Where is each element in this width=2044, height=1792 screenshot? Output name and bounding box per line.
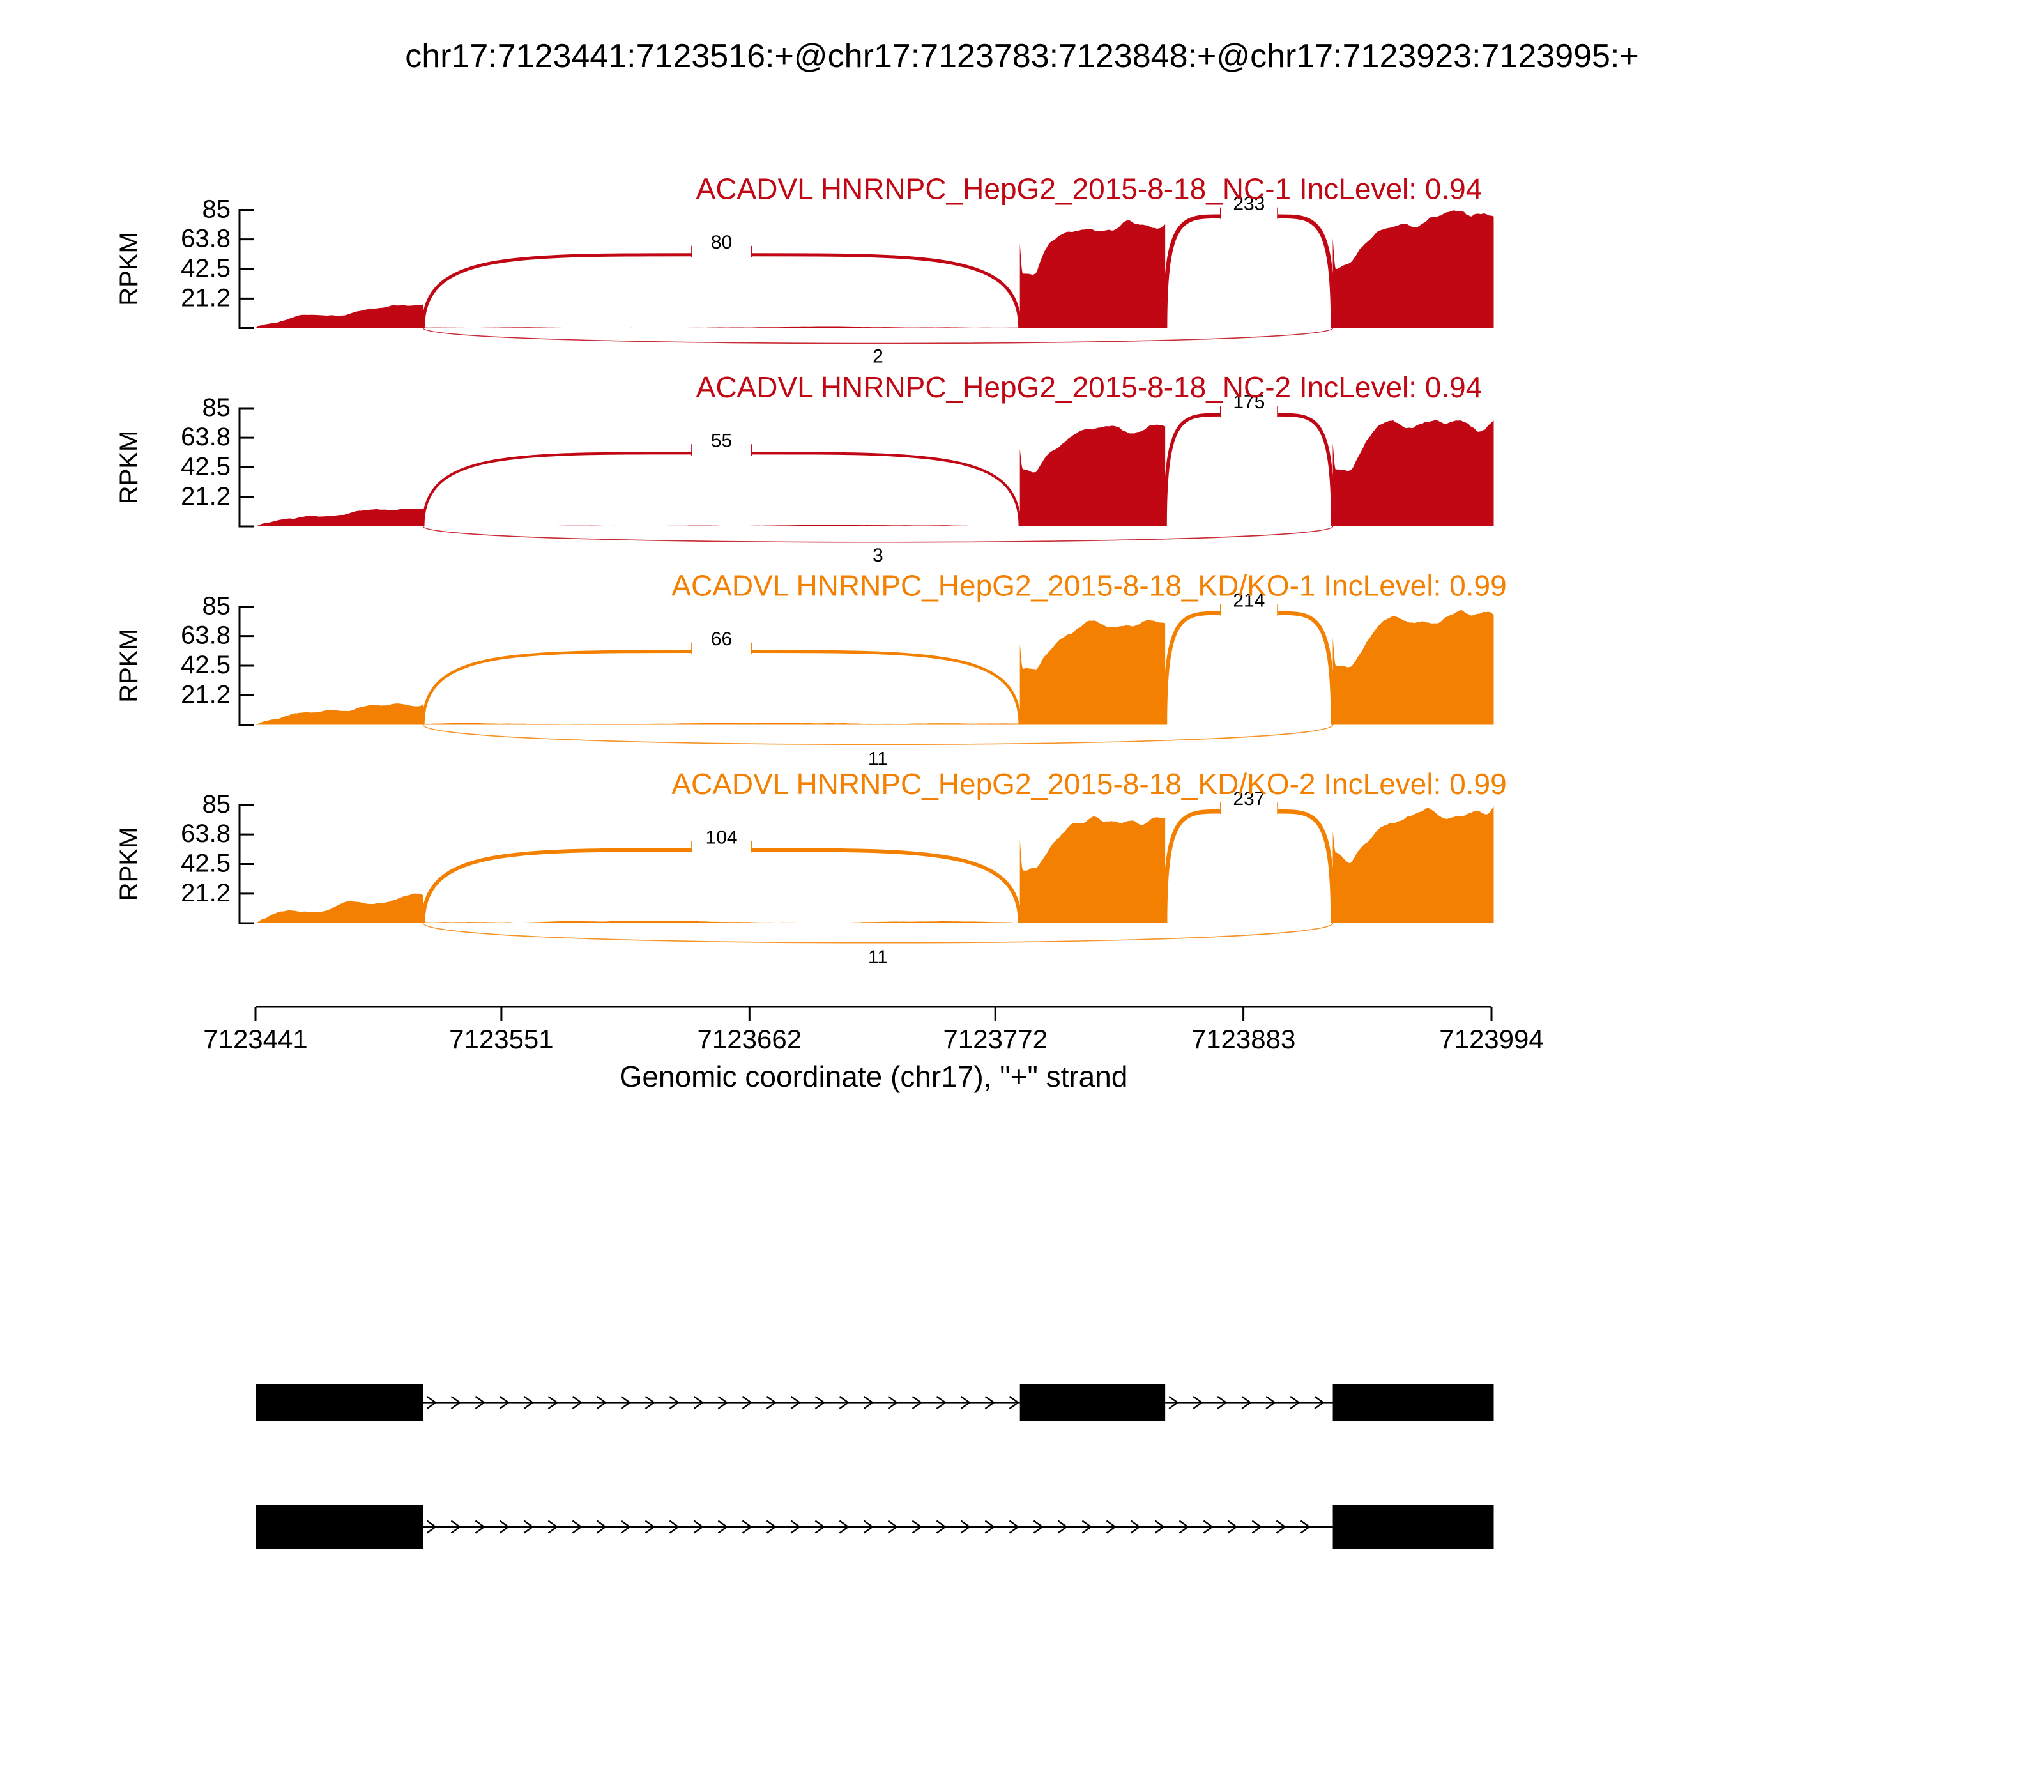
svg-text:ACADVL HNRNPC_HepG2_2015-8-18_: ACADVL HNRNPC_HepG2_2015-8-18_KD/KO-2 In… xyxy=(671,767,1506,800)
svg-text:85: 85 xyxy=(202,592,231,620)
svg-text:RPKM: RPKM xyxy=(115,629,143,703)
svg-text:chr17:7123441:7123516:+@chr17:: chr17:7123441:7123516:+@chr17:7123783:71… xyxy=(405,38,1639,75)
svg-text:7123994: 7123994 xyxy=(1439,1024,1544,1054)
svg-text:21.2: 21.2 xyxy=(181,680,231,708)
svg-text:2: 2 xyxy=(873,346,883,367)
svg-text:63.8: 63.8 xyxy=(181,225,231,253)
svg-text:7123662: 7123662 xyxy=(698,1024,802,1054)
svg-text:85: 85 xyxy=(202,790,231,818)
svg-text:21.2: 21.2 xyxy=(181,879,231,907)
svg-text:42.5: 42.5 xyxy=(181,850,231,878)
svg-text:7123551: 7123551 xyxy=(449,1024,554,1054)
svg-text:42.5: 42.5 xyxy=(181,453,231,481)
svg-text:3: 3 xyxy=(873,545,883,566)
svg-text:63.8: 63.8 xyxy=(181,622,231,650)
svg-text:85: 85 xyxy=(202,394,231,422)
svg-text:11: 11 xyxy=(868,947,888,968)
svg-text:85: 85 xyxy=(202,195,231,224)
svg-text:RPKM: RPKM xyxy=(115,827,143,901)
svg-text:104: 104 xyxy=(706,827,738,848)
svg-text:66: 66 xyxy=(711,629,732,650)
svg-text:ACADVL HNRNPC_HepG2_2015-8-18_: ACADVL HNRNPC_HepG2_2015-8-18_KD/KO-1 In… xyxy=(671,569,1506,602)
svg-text:21.2: 21.2 xyxy=(181,482,231,510)
svg-text:Genomic coordinate (chr17), "+: Genomic coordinate (chr17), "+" strand xyxy=(620,1060,1128,1093)
svg-text:42.5: 42.5 xyxy=(181,254,231,282)
svg-text:RPKM: RPKM xyxy=(115,232,143,306)
svg-text:63.8: 63.8 xyxy=(181,423,231,451)
svg-text:ACADVL HNRNPC_HepG2_2015-8-18_: ACADVL HNRNPC_HepG2_2015-8-18_NC-1 IncLe… xyxy=(696,172,1483,206)
svg-text:63.8: 63.8 xyxy=(181,820,231,848)
svg-text:7123772: 7123772 xyxy=(943,1024,1048,1054)
svg-text:RPKM: RPKM xyxy=(115,431,143,505)
svg-text:21.2: 21.2 xyxy=(181,284,231,312)
svg-text:42.5: 42.5 xyxy=(181,651,231,679)
svg-text:ACADVL HNRNPC_HepG2_2015-8-18_: ACADVL HNRNPC_HepG2_2015-8-18_NC-2 IncLe… xyxy=(696,371,1483,404)
svg-text:7123883: 7123883 xyxy=(1191,1024,1296,1054)
svg-text:11: 11 xyxy=(868,749,888,770)
svg-text:55: 55 xyxy=(711,430,732,451)
svg-text:7123441: 7123441 xyxy=(203,1024,308,1054)
svg-text:80: 80 xyxy=(711,232,732,253)
